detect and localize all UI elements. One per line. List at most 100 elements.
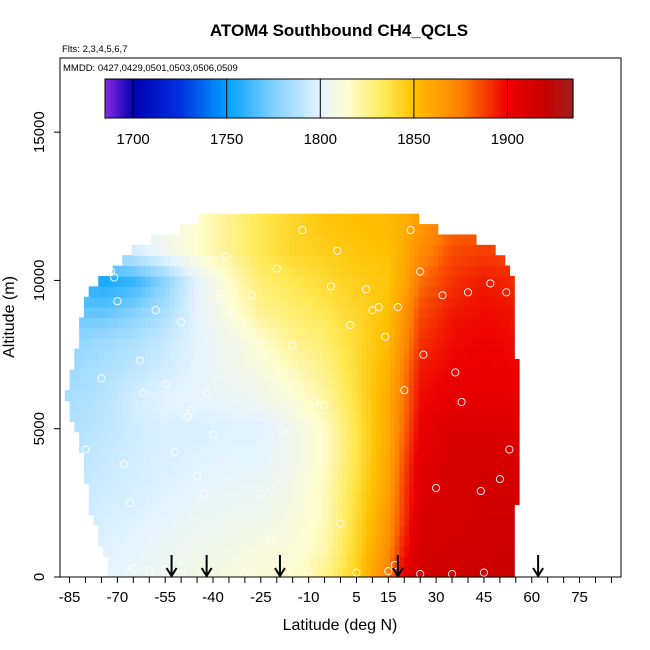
colorbar-swatch [122, 79, 127, 118]
heat-cell [299, 213, 305, 225]
heat-cell [456, 234, 463, 246]
heat-cell [466, 317, 472, 329]
heat-cell [432, 410, 439, 422]
heat-cell [466, 307, 472, 319]
heat-cell [289, 275, 295, 287]
heat-cell [88, 410, 95, 422]
x-tick-label: -70 [107, 589, 129, 606]
heat-cell [322, 317, 329, 329]
heat-cell [361, 452, 367, 464]
colorbar-swatch [219, 79, 223, 118]
heat-cell [423, 556, 429, 568]
heat-cell [322, 307, 329, 319]
heat-cell [428, 431, 434, 443]
heat-cell [490, 400, 496, 412]
heat-cell [442, 307, 448, 319]
colorbar-swatch [552, 79, 557, 118]
heat-cell [413, 462, 420, 474]
heat-cell [389, 535, 396, 547]
heat-cell [370, 390, 377, 402]
heat-cell [103, 327, 109, 339]
heat-cell [112, 265, 118, 277]
heat-cell [385, 483, 391, 495]
heat-cell [179, 296, 185, 308]
heat-cell [246, 296, 252, 308]
heat-cell [270, 255, 276, 267]
colorbar-swatch [494, 79, 498, 118]
heat-cell [423, 566, 429, 578]
heat-cell [169, 296, 176, 308]
heat-cell [413, 556, 420, 568]
heat-cell [165, 296, 171, 308]
heat-cell [380, 514, 386, 526]
heat-cell [260, 545, 267, 557]
heat-cell [389, 338, 396, 350]
heat-cell [184, 244, 190, 256]
heat-cell [141, 265, 147, 277]
heat-cell [404, 317, 410, 329]
heat-cell [452, 317, 458, 329]
heat-cell [409, 244, 415, 256]
heat-cell [375, 379, 381, 391]
heat-cell [213, 493, 219, 505]
heat-cell [327, 359, 334, 370]
heat-cell [385, 566, 391, 578]
heat-cell [193, 566, 200, 578]
heat-cell [260, 566, 267, 578]
heat-cell [303, 317, 310, 329]
heat-cell [466, 296, 472, 308]
heat-cell [409, 514, 415, 526]
heat-cell [275, 317, 281, 329]
heat-cell [160, 390, 166, 402]
heat-cell [83, 296, 90, 308]
heat-cell [236, 286, 243, 298]
heat-cell [232, 234, 238, 246]
heat-cell [471, 452, 477, 464]
heat-cell [155, 452, 162, 464]
heat-cell [509, 369, 515, 381]
heat-cell [122, 545, 128, 557]
heat-cell [308, 224, 315, 236]
heat-cell [275, 452, 281, 464]
heat-cell [490, 452, 496, 464]
heat-cell [475, 265, 482, 277]
heat-cell [284, 566, 291, 578]
heat-cell [337, 317, 343, 329]
heat-cell [193, 390, 200, 402]
heat-cell [126, 525, 133, 537]
heat-cell [308, 234, 315, 246]
heat-cell [509, 545, 515, 557]
heat-cell [270, 442, 276, 454]
heat-cell [456, 286, 463, 298]
heat-cell [432, 431, 439, 443]
heat-cell [475, 525, 482, 537]
heat-cell [346, 556, 353, 568]
heat-cell [246, 514, 252, 526]
heat-cell [409, 265, 415, 277]
heat-cell [313, 493, 319, 505]
colorbar-swatch [236, 79, 241, 118]
heat-cell [169, 410, 176, 422]
heat-cell [294, 400, 300, 412]
heat-cell [270, 265, 276, 277]
heat-cell [327, 255, 334, 267]
heat-cell [232, 255, 238, 267]
heat-cell [232, 525, 238, 537]
heat-cell [131, 556, 138, 568]
heat-cell [332, 286, 338, 298]
heat-cell [452, 234, 458, 246]
heat-cell [394, 493, 401, 505]
heat-cell [303, 286, 310, 298]
heat-cell [193, 493, 200, 505]
heat-cell [198, 296, 205, 308]
heat-cell [289, 296, 295, 308]
heat-cell [385, 234, 391, 246]
dates-note: MMDD: 0427,0429,0501,0503,0506,0509 [63, 63, 238, 74]
heat-cell [385, 442, 391, 454]
heat-cell [490, 442, 496, 454]
heat-cell [461, 442, 468, 454]
heat-cell [385, 359, 391, 370]
heat-cell [399, 462, 405, 474]
heat-cell [346, 359, 353, 370]
